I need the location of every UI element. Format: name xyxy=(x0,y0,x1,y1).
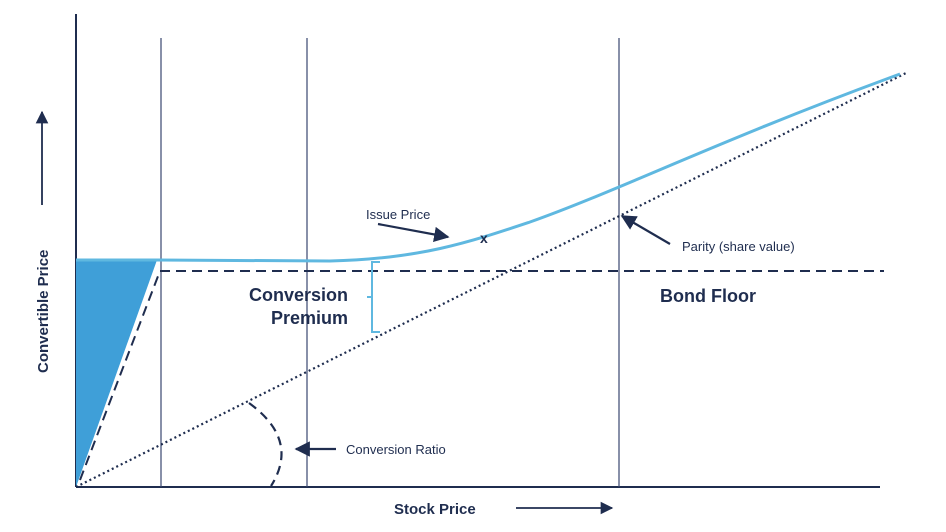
convertible-price-curve xyxy=(76,72,901,263)
investment-value-dashed xyxy=(79,270,161,481)
issue-price-marker: x xyxy=(480,230,488,246)
x-axis-title: Stock Price xyxy=(394,501,476,518)
issue-price-arrow xyxy=(377,222,450,243)
conversion-ratio-label: Conversion Ratio xyxy=(346,442,446,457)
conversion-premium-brace xyxy=(367,261,380,333)
y-axis-title: Convertible Price xyxy=(35,250,52,373)
parity-arrow xyxy=(620,215,671,245)
filled-region xyxy=(76,260,157,487)
bond-floor-label: Bond Floor xyxy=(660,286,756,306)
conversion-premium-label-2: Premium xyxy=(271,308,348,328)
parity-line xyxy=(75,72,907,488)
conversion-ratio-arc xyxy=(248,402,283,487)
conversion-premium-label-1: Conversion xyxy=(249,285,348,305)
issue-price-label: Issue Price xyxy=(366,207,430,222)
parity-label: Parity (share value) xyxy=(682,239,795,254)
